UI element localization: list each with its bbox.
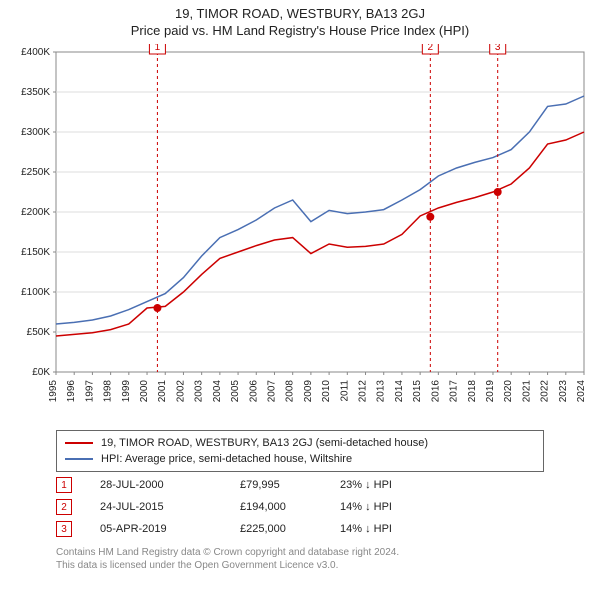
legend-item-hpi: HPI: Average price, semi-detached house,… — [65, 451, 535, 467]
event-diff: 14% ↓ HPI — [340, 523, 440, 535]
svg-text:2023: 2023 — [558, 380, 569, 403]
chart-title-line2: Price paid vs. HM Land Registry's House … — [0, 23, 600, 38]
svg-text:1998: 1998 — [103, 380, 114, 403]
svg-text:2009: 2009 — [303, 380, 314, 403]
event-badge: 1 — [56, 477, 72, 493]
svg-text:£300K: £300K — [21, 127, 50, 138]
event-date: 24-JUL-2015 — [100, 501, 240, 513]
svg-text:2022: 2022 — [540, 380, 551, 403]
svg-text:2015: 2015 — [412, 380, 423, 403]
svg-text:2010: 2010 — [321, 380, 332, 403]
svg-text:2011: 2011 — [339, 380, 350, 402]
events-table: 1 28-JUL-2000 £79,995 23% ↓ HPI 2 24-JUL… — [56, 474, 544, 540]
event-row: 2 24-JUL-2015 £194,000 14% ↓ HPI — [56, 496, 544, 518]
event-diff: 14% ↓ HPI — [340, 501, 440, 513]
svg-text:2016: 2016 — [430, 380, 441, 403]
attribution-footer: Contains HM Land Registry data © Crown c… — [56, 546, 544, 572]
legend-swatch-hpi — [65, 458, 93, 460]
price-chart: £0K £50K £100K £150K £200K £250K £300K £350K £40… — [10, 44, 590, 424]
svg-text:2004: 2004 — [212, 380, 223, 403]
legend-item-property: 19, TIMOR ROAD, WESTBURY, BA13 2GJ (semi… — [65, 435, 535, 451]
event-row: 1 28-JUL-2000 £79,995 23% ↓ HPI — [56, 474, 544, 496]
svg-text:2020: 2020 — [503, 380, 514, 403]
event-price: £194,000 — [240, 501, 340, 513]
event-badge: 2 — [56, 499, 72, 515]
svg-text:£400K: £400K — [21, 47, 50, 58]
footer-line1: Contains HM Land Registry data © Crown c… — [56, 546, 544, 559]
footer-line2: This data is licensed under the Open Gov… — [56, 559, 544, 572]
svg-text:2013: 2013 — [376, 380, 387, 403]
event-price: £79,995 — [240, 479, 340, 491]
event-badge: 3 — [56, 521, 72, 537]
svg-text:1: 1 — [155, 44, 161, 53]
svg-text:2017: 2017 — [449, 380, 460, 403]
legend-label-hpi: HPI: Average price, semi-detached house,… — [101, 453, 352, 465]
svg-text:£50K: £50K — [27, 327, 51, 338]
svg-text:£100K: £100K — [21, 287, 50, 298]
svg-text:2007: 2007 — [266, 380, 277, 403]
svg-text:2012: 2012 — [358, 380, 369, 403]
svg-text:£150K: £150K — [21, 247, 50, 258]
svg-text:2019: 2019 — [485, 380, 496, 403]
svg-text:1997: 1997 — [84, 380, 95, 403]
svg-text:2024: 2024 — [576, 380, 587, 403]
event-diff: 23% ↓ HPI — [340, 479, 440, 491]
svg-text:2000: 2000 — [139, 380, 150, 403]
svg-text:2006: 2006 — [248, 380, 259, 403]
svg-text:2: 2 — [428, 44, 434, 53]
legend: 19, TIMOR ROAD, WESTBURY, BA13 2GJ (semi… — [56, 430, 544, 472]
svg-text:3: 3 — [495, 44, 501, 53]
svg-text:2003: 2003 — [194, 380, 205, 403]
event-price: £225,000 — [240, 523, 340, 535]
event-date: 28-JUL-2000 — [100, 479, 240, 491]
svg-text:2001: 2001 — [157, 380, 168, 403]
svg-text:1995: 1995 — [48, 380, 59, 403]
svg-text:1996: 1996 — [66, 380, 77, 403]
svg-text:£350K: £350K — [21, 87, 50, 98]
svg-text:2014: 2014 — [394, 380, 405, 403]
svg-text:2002: 2002 — [175, 380, 186, 403]
svg-text:£0K: £0K — [32, 367, 50, 378]
svg-text:2021: 2021 — [521, 380, 532, 403]
event-row: 3 05-APR-2019 £225,000 14% ↓ HPI — [56, 518, 544, 540]
svg-text:£200K: £200K — [21, 207, 50, 218]
legend-label-property: 19, TIMOR ROAD, WESTBURY, BA13 2GJ (semi… — [101, 437, 428, 449]
svg-text:2005: 2005 — [230, 380, 241, 403]
chart-title-line1: 19, TIMOR ROAD, WESTBURY, BA13 2GJ — [0, 6, 600, 21]
svg-text:2008: 2008 — [285, 380, 296, 403]
svg-text:1999: 1999 — [121, 380, 132, 403]
event-date: 05-APR-2019 — [100, 523, 240, 535]
svg-text:£250K: £250K — [21, 167, 50, 178]
legend-swatch-property — [65, 442, 93, 444]
svg-text:2018: 2018 — [467, 380, 478, 403]
